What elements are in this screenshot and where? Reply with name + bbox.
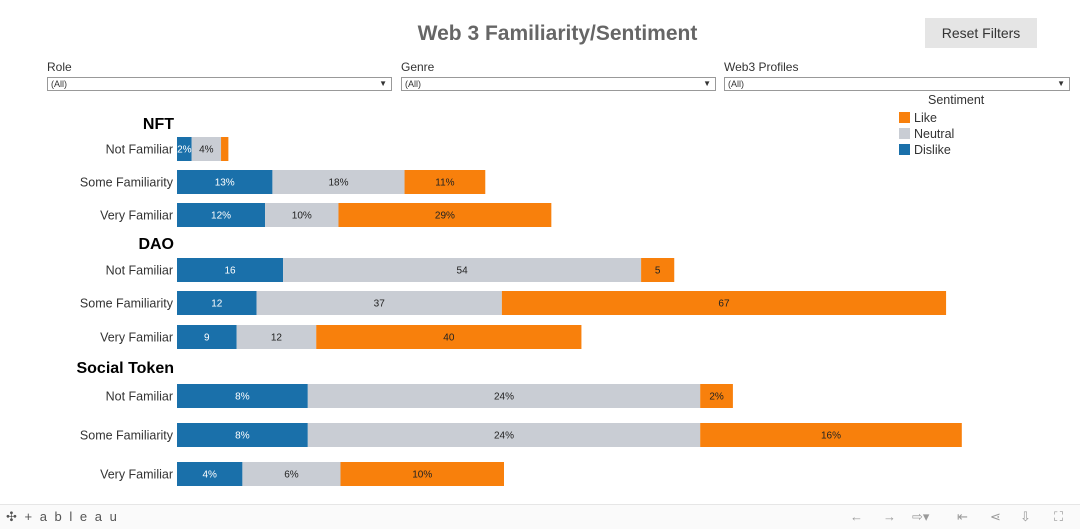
revert-icon[interactable]: ⇨▾: [912, 509, 930, 524]
dao-not-familiar-dislike-bar[interactable]: [177, 258, 284, 282]
dao-not-familiar-dislike-label: 16: [224, 266, 236, 277]
social-token-very-familiar-like-bar[interactable]: [340, 462, 505, 486]
legend-item-neutral[interactable]: Neutral: [899, 126, 954, 142]
social-token-some-familiarity-dislike-label: 8%: [235, 431, 250, 442]
tableau-toolbar: ✣ + a b l e a u ← → ⇨▾ ⇤ ⋖ ⇩ ⛶: [0, 504, 1080, 529]
nft-some-familiarity-dislike-label: 13%: [215, 178, 235, 189]
dashboard-title: Web 3 Familiarity/Sentiment: [417, 22, 698, 45]
nft-row-label-not-familiar: Not Familiar: [106, 143, 173, 157]
stacked-bar-chart: NFT Not Familiar 2% 4% Some Familiarity 13% 18…: [76, 116, 962, 486]
filter-label-role: Role: [47, 60, 72, 74]
chevron-down-icon: ▼: [1057, 79, 1065, 88]
redo-icon[interactable]: →: [883, 509, 896, 524]
web3-profiles-select[interactable]: (All) ▼: [724, 77, 1070, 91]
dao-not-familiar-like-label: 5: [655, 266, 661, 277]
nft-some-familiarity-neutral-label: 18%: [328, 178, 348, 189]
nft-not-familiar-dislike-label: 2%: [177, 145, 192, 156]
legend-swatch-dislike: [899, 144, 910, 155]
role-select[interactable]: (All) ▼: [47, 77, 392, 91]
social-token-row-label-not-familiar: Not Familiar: [106, 390, 173, 404]
nft-very-familiar-neutral-label: 10%: [292, 211, 312, 222]
fullscreen-icon[interactable]: ⛶: [1054, 509, 1064, 524]
legend-swatch-neutral: [899, 128, 910, 139]
social-token-row-label-some-familiarity: Some Familiarity: [80, 429, 174, 443]
tableau-logo: ✣ + a b l e a u: [6, 509, 119, 524]
legend-item-dislike[interactable]: Dislike: [899, 142, 951, 158]
social-token-very-familiar-dislike-label: 4%: [202, 470, 217, 481]
share-icon[interactable]: ⋖: [990, 509, 1001, 524]
chevron-down-icon: ▼: [379, 79, 387, 88]
dao-not-familiar-neutral-bar[interactable]: [283, 258, 642, 282]
genre-select[interactable]: (All) ▼: [401, 77, 716, 91]
social-token-not-familiar-like-bar[interactable]: [700, 384, 733, 408]
social-token-not-familiar-neutral-bar[interactable]: [307, 384, 701, 408]
download-icon[interactable]: ⇩: [1020, 509, 1031, 524]
nft-not-familiar-dislike-bar[interactable]: [177, 137, 192, 161]
dao-very-familiar-dislike-bar[interactable]: [177, 325, 237, 349]
dao-row-label-not-familiar: Not Familiar: [106, 264, 173, 278]
nft-some-familiarity-neutral-bar[interactable]: [272, 170, 405, 194]
nft-very-familiar-dislike-bar[interactable]: [177, 203, 266, 227]
social-token-some-familiarity-like-bar[interactable]: [700, 423, 962, 447]
dao-some-familiarity-like-bar[interactable]: [501, 291, 947, 315]
genre-select-value: (All): [405, 79, 421, 89]
social-token-not-familiar-dislike-label: 8%: [235, 392, 250, 403]
web3-profiles-select-value: (All): [728, 79, 744, 89]
nft-very-familiar-neutral-bar[interactable]: [265, 203, 339, 227]
filter-label-web3-profiles: Web3 Profiles: [724, 60, 799, 74]
dao-very-familiar-neutral-bar[interactable]: [236, 325, 317, 349]
dao-panel-title: DAO: [138, 236, 174, 253]
nft-not-familiar-like-bar[interactable]: [221, 137, 229, 161]
social-token-some-familiarity-neutral-bar[interactable]: [307, 423, 701, 447]
dao-very-familiar-dislike-label: 9: [204, 333, 210, 344]
nft-not-familiar-neutral-label: 4%: [199, 145, 214, 156]
nft-some-familiarity-like-label: 11%: [435, 178, 454, 189]
reset-view-icon[interactable]: ⇤: [957, 509, 968, 524]
nft-some-familiarity-like-bar[interactable]: [404, 170, 486, 194]
nft-row-label-some-familiarity: Some Familiarity: [80, 176, 174, 190]
social-token-very-familiar-dislike-bar[interactable]: [177, 462, 243, 486]
dao-some-familiarity-dislike-bar[interactable]: [177, 291, 257, 315]
social-token-some-familiarity-dislike-bar[interactable]: [177, 423, 308, 447]
social-token-panel-title: Social Token: [76, 360, 174, 377]
role-select-value: (All): [51, 79, 67, 89]
dao-some-familiarity-dislike-label: 12: [211, 299, 223, 310]
social-token-not-familiar-like-label: 2%: [709, 392, 724, 403]
legend-title: Sentiment: [928, 93, 985, 107]
social-token-very-familiar-neutral-label: 6%: [284, 470, 299, 481]
filter-label-genre: Genre: [401, 60, 435, 74]
legend-swatch-like: [899, 112, 910, 123]
social-token-some-familiarity-like-label: 16%: [821, 431, 841, 442]
social-token-some-familiarity-neutral-label: 24%: [494, 431, 514, 442]
nft-row-label-very-familiar: Very Familiar: [100, 209, 173, 223]
reset-filters-button[interactable]: Reset Filters: [925, 18, 1037, 48]
legend-item-like[interactable]: Like: [899, 110, 937, 126]
chevron-down-icon: ▼: [703, 79, 711, 88]
undo-icon[interactable]: ←: [850, 509, 863, 524]
social-token-not-familiar-neutral-label: 24%: [494, 392, 514, 403]
nft-panel-title: NFT: [143, 116, 174, 133]
dao-row-label-some-familiarity: Some Familiarity: [80, 297, 174, 311]
dao-row-label-very-familiar: Very Familiar: [100, 331, 173, 345]
social-token-row-label-very-familiar: Very Familiar: [100, 468, 173, 482]
dao-very-familiar-like-bar[interactable]: [316, 325, 582, 349]
dao-some-familiarity-neutral-bar[interactable]: [256, 291, 502, 315]
dao-not-familiar-neutral-label: 54: [457, 266, 469, 277]
dao-some-familiarity-like-label: 67: [718, 299, 730, 310]
social-token-not-familiar-dislike-bar[interactable]: [177, 384, 308, 408]
social-token-very-familiar-neutral-bar[interactable]: [242, 462, 341, 486]
dao-very-familiar-neutral-label: 12: [271, 333, 283, 344]
dao-not-familiar-like-bar[interactable]: [641, 258, 675, 282]
nft-very-familiar-dislike-label: 12%: [211, 211, 231, 222]
nft-very-familiar-like-bar[interactable]: [338, 203, 552, 227]
dao-very-familiar-like-label: 40: [443, 333, 455, 344]
social-token-very-familiar-like-label: 10%: [412, 470, 432, 481]
nft-very-familiar-like-label: 29%: [435, 211, 455, 222]
dao-some-familiarity-neutral-label: 37: [374, 299, 386, 310]
nft-not-familiar-neutral-bar[interactable]: [191, 137, 222, 161]
nft-some-familiarity-dislike-bar[interactable]: [177, 170, 273, 194]
